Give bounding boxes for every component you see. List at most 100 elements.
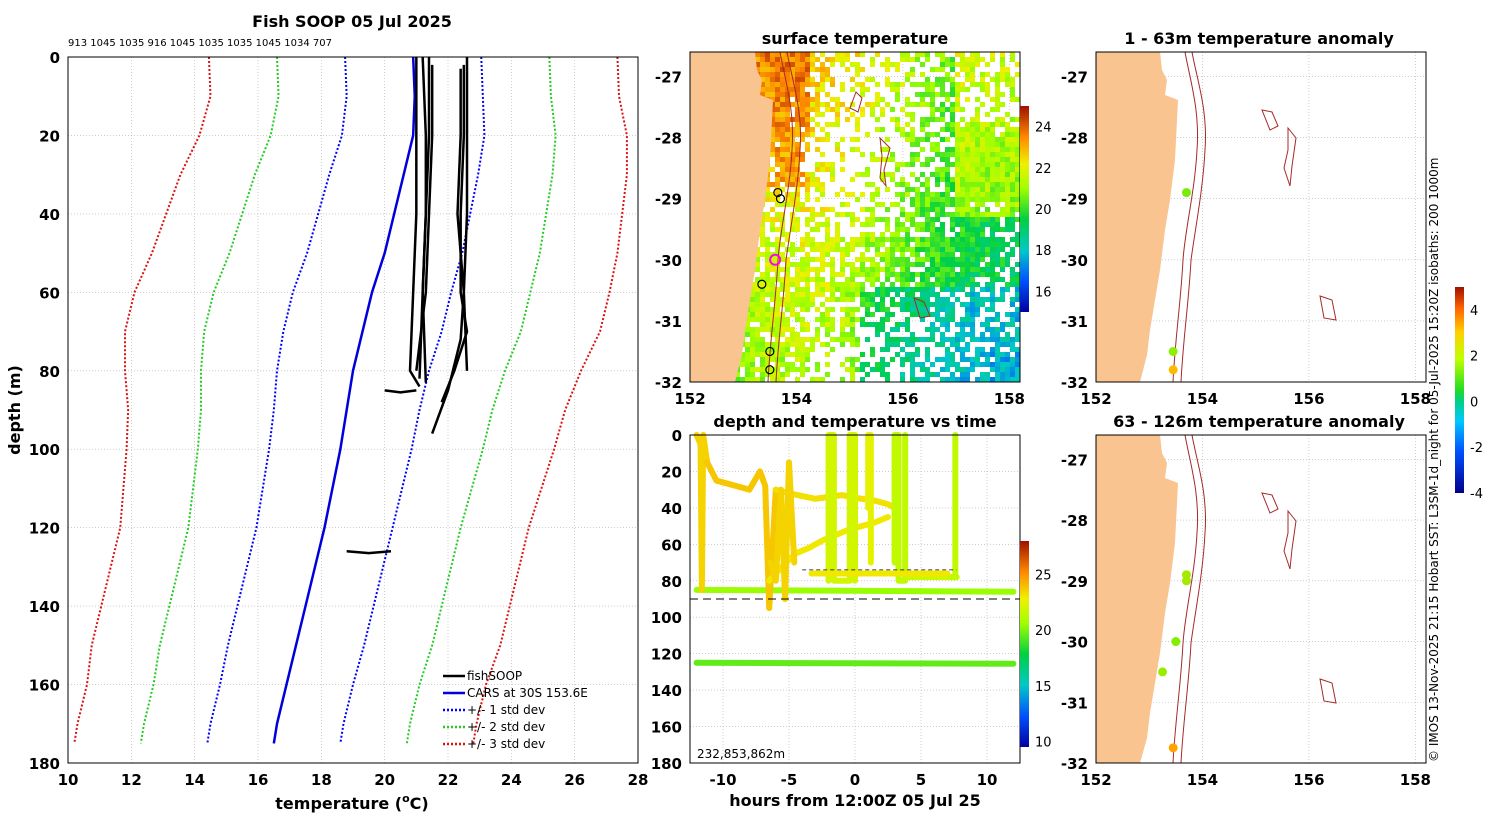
sst-pixel <box>825 252 830 257</box>
sst-pixel <box>845 247 850 252</box>
sst-pixel <box>805 172 810 177</box>
sst-pixel <box>980 167 985 172</box>
sst-pixel <box>795 337 800 342</box>
sst-pixel <box>775 137 780 142</box>
sst-pixel <box>845 202 850 207</box>
sst-pixel <box>980 132 985 137</box>
sst-pixel <box>895 272 900 277</box>
sst-pixel <box>970 177 975 182</box>
sst-pixel <box>1010 317 1015 322</box>
sst-pixel <box>760 272 765 277</box>
sst-pixel <box>890 327 895 332</box>
sst-pixel <box>975 137 980 142</box>
sst-pixel <box>795 77 800 82</box>
sst-pixel <box>920 262 925 267</box>
sst-pixel <box>895 127 900 132</box>
sst-pixel <box>845 332 850 337</box>
sst-pixel <box>1000 62 1005 67</box>
anom2-point <box>1181 576 1191 586</box>
sst-pixel <box>995 77 1000 82</box>
sst-pixel <box>990 247 995 252</box>
sst-pixel <box>975 177 980 182</box>
sst-pixel <box>830 247 835 252</box>
sst-pixel <box>825 72 830 77</box>
sst-pixel <box>960 302 965 307</box>
sst-pixel <box>875 247 880 252</box>
sst-pixel <box>785 177 790 182</box>
sst-pixel <box>935 132 940 137</box>
figure-title: Fish SOOP 05 Jul 2025 <box>252 12 452 31</box>
sst-pixel <box>915 227 920 232</box>
sst-pixel <box>760 352 765 357</box>
sst-pixel <box>1000 237 1005 242</box>
sst-pixel <box>775 297 780 302</box>
sst-pixel <box>785 202 790 207</box>
sst-pixel <box>845 52 850 57</box>
sst-ytick-label: -32 <box>655 374 682 392</box>
sst-pixel <box>785 82 790 87</box>
sst-pixel <box>930 202 935 207</box>
profile-xtick-label: 20 <box>374 771 395 789</box>
sst-pixel <box>980 77 985 82</box>
sst-pixel <box>945 262 950 267</box>
sst-pixel <box>965 342 970 347</box>
sst-pixel <box>950 267 955 272</box>
sst-pixel <box>1015 277 1020 282</box>
sst-pixel <box>930 97 935 102</box>
sst-pixel <box>875 82 880 87</box>
sst-cars-location-marker <box>769 253 782 266</box>
sst-pixel <box>935 312 940 317</box>
sst-pixel <box>945 302 950 307</box>
sst-pixel <box>985 162 990 167</box>
fish-profile-line <box>415 64 434 371</box>
sst-pixel <box>900 302 905 307</box>
sst-pixel <box>880 127 885 132</box>
sst-pixel <box>935 77 940 82</box>
profile-ytick-label: 140 <box>29 598 60 616</box>
sst-pixel <box>1000 342 1005 347</box>
sst-pixel <box>985 182 990 187</box>
dt-reference-depth <box>690 569 1020 600</box>
sst-pixel <box>790 252 795 257</box>
sst-pixel <box>870 57 875 62</box>
std1-high-line <box>339 56 486 744</box>
sst-pixel <box>775 337 780 342</box>
sst-pixel <box>850 192 855 197</box>
sst-pixel <box>950 292 955 297</box>
anom2-land <box>1096 435 1178 763</box>
sst-pixel <box>930 192 935 197</box>
sst-pixel <box>850 87 855 92</box>
sst-pixel <box>950 377 955 382</box>
dt-ytick-label: 120 <box>651 646 682 664</box>
sst-pixel <box>990 297 995 302</box>
sst-pixel <box>950 117 955 122</box>
sst-pixel <box>760 377 765 382</box>
sst-pixel <box>850 222 855 227</box>
sst-pixel <box>870 312 875 317</box>
sst-pixel <box>830 272 835 277</box>
sst-pixel <box>930 142 935 147</box>
sst-pixel <box>955 52 960 57</box>
sst-pixel <box>920 162 925 167</box>
sst-pixel <box>755 257 760 262</box>
sst-pixel <box>805 142 810 147</box>
sst-pixel <box>975 312 980 317</box>
sst-pixel <box>830 57 835 62</box>
sst-pixel <box>775 172 780 177</box>
sst-pixel <box>785 162 790 167</box>
sst-pixel <box>980 182 985 187</box>
sst-pixel <box>950 342 955 347</box>
sst-pixel <box>980 322 985 327</box>
sst-pixel <box>780 342 785 347</box>
sst-pixel <box>890 272 895 277</box>
sst-pixel <box>780 287 785 292</box>
sst-pixel <box>995 92 1000 97</box>
sst-pixel <box>925 102 930 107</box>
profile-xtick-label: 18 <box>311 771 332 789</box>
sst-pixel <box>860 377 865 382</box>
sst-pixel <box>870 297 875 302</box>
sst-pixel <box>835 57 840 62</box>
sst-pixel <box>805 302 810 307</box>
sst-pixel <box>940 252 945 257</box>
sst-pixel <box>975 157 980 162</box>
